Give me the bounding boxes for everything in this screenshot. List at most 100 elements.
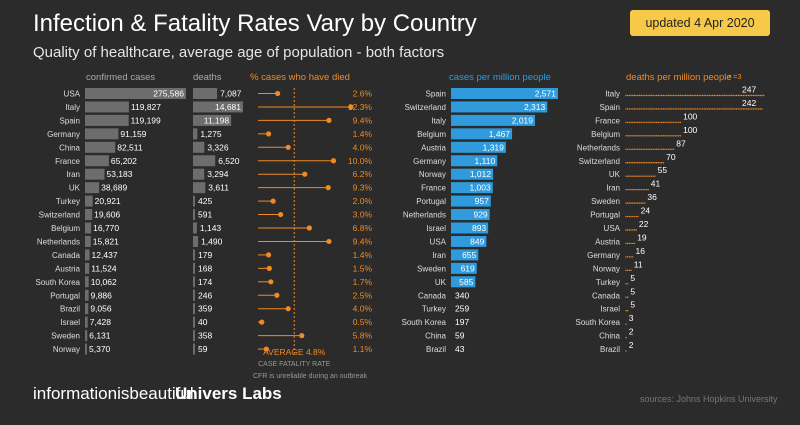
deaths-per-million-dot [633,202,636,204]
cases-value: 275,586 [153,89,184,99]
deaths-per-million-dot [688,94,690,97]
deaths-per-million-dot [655,135,658,137]
deaths-per-million-dot [627,175,629,177]
deaths-per-million-dot [627,229,629,231]
country-label: Switzerland [405,103,446,112]
cases-value: 12,437 [92,250,118,260]
cfr-value: 1.7% [353,277,373,287]
brand-univers-labs[interactable]: Univers Labs [175,384,282,403]
deaths-per-million-dot [644,175,646,177]
cases-per-million-value: 893 [472,223,486,233]
deaths-per-million-dot [637,148,639,150]
deaths-per-million-dot [749,94,751,97]
cases-value: 38,689 [101,183,127,193]
deaths-per-million-dot [681,94,683,97]
deaths-per-million-dot [715,108,717,110]
cases-value: 9,056 [90,304,112,314]
country-label: Netherlands [403,211,446,220]
deaths-per-million-value: 55 [658,165,668,175]
deaths-per-million-dot [650,121,653,124]
deaths-per-million-dot [632,148,634,150]
cases-value: 53,183 [106,169,132,179]
header-cases-per-million: cases per million people [449,72,551,83]
deaths-per-million-value: 3 [629,313,634,323]
deaths-per-million-dot [742,108,744,110]
deaths-per-million-dot [667,148,670,150]
deaths-per-million-dot [701,108,704,110]
deaths-per-million-dot [633,135,636,137]
deaths-per-million-dot [627,148,629,150]
country-label: China [59,143,80,152]
deaths-per-million-dot [630,229,632,231]
deaths-per-million-dot [632,188,634,191]
deaths-per-million-dot [674,135,676,137]
deaths-value: 3,294 [207,169,229,179]
deaths-per-million-dot [652,135,654,137]
deaths-per-million-dot [654,108,656,110]
deaths-per-million-dot [638,188,641,191]
deaths-per-million-dot [649,162,651,164]
deaths-per-million-dot [744,94,746,97]
header-deaths: deaths [193,72,222,83]
deaths-per-million-dot [637,135,639,137]
deaths-per-million-dot [632,202,634,204]
deaths-per-million-dot [642,162,644,164]
country-label: Switzerland [579,157,620,166]
cfr-value: 4.0% [353,142,373,152]
deaths-per-million-dot [654,135,656,137]
deaths-per-million-dot [628,135,631,137]
country-label: Iran [606,184,620,193]
deaths-per-million-dot [746,108,748,110]
deaths-value: 179 [198,250,212,260]
deaths-per-million-dot [647,121,649,124]
cfr-dot [266,265,272,271]
deaths-per-million-dot [645,94,648,97]
cfr-value: 1.5% [353,263,373,273]
deaths-per-million-dot [759,108,761,110]
country-label: Portugal [590,211,620,220]
cases-value: 7,428 [90,317,112,327]
cfr-value: 9.4% [353,115,373,125]
deaths-per-million-dot [632,175,634,177]
deaths-per-million-dot [661,108,663,110]
country-label: France [421,184,446,193]
deaths-bar [193,303,195,315]
deaths-per-million-dot [630,148,632,150]
deaths-per-million-dot [645,121,648,124]
country-label: Switzerland [39,211,80,220]
cfr-dot [299,333,305,339]
cases-per-million-bar [451,222,489,234]
deaths-per-million-dot [676,94,678,97]
cases-value: 65,202 [111,156,137,166]
deaths-per-million-dot [659,135,661,137]
cfr-dot [265,131,272,137]
deaths-per-million-dot [710,108,712,110]
deaths-value: 359 [198,304,212,314]
deaths-per-million-dot [678,94,680,97]
deaths-per-million-dot [666,94,668,97]
deaths-per-million-dot [652,148,654,150]
deaths-bar [193,289,195,301]
deaths-bar [193,316,195,328]
deaths-per-million-dot [635,162,637,164]
cases-per-million-value: 2,571 [535,89,557,99]
deaths-per-million-dot [695,94,697,97]
country-label: Israel [600,305,620,314]
country-label: China [425,332,446,341]
brand-informationisbeautiful[interactable]: informationisbeautiful [33,384,194,403]
deaths-per-million-dot [735,108,738,110]
deaths-per-million-dot [630,256,632,258]
deaths-per-million-dot [662,162,665,164]
deaths-per-million-dot [727,94,729,97]
deaths-per-million-dot [701,94,704,97]
deaths-bar [193,276,195,288]
deaths-per-million-dot [628,94,631,97]
deaths-per-million-dot [674,94,676,97]
deaths-per-million-dot [638,175,641,177]
deaths-per-million-dot [633,188,636,191]
deaths-per-million-dot [649,135,651,137]
deaths-per-million-dot [756,94,758,97]
deaths-per-million-dot [650,162,653,164]
cfr-value: 2.6% [353,89,373,99]
cases-bar [85,182,100,194]
